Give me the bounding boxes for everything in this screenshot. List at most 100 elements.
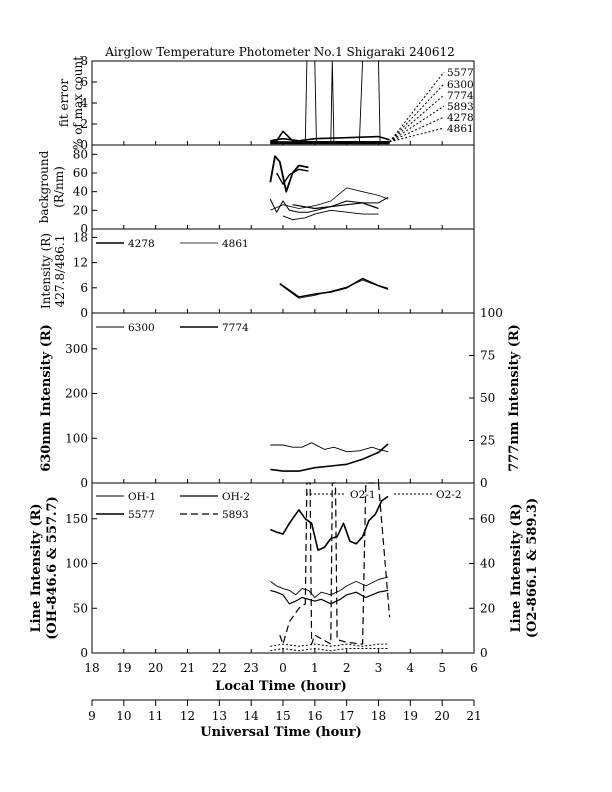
local-tick-label: 23 [244, 661, 259, 675]
line-series-o2-2 [270, 648, 389, 652]
fit-leader-3 [389, 105, 445, 143]
fit-ytick-label: 4 [80, 96, 88, 110]
blue-series-4278 [279, 277, 389, 298]
legend-label-7774: 7774 [222, 322, 249, 334]
line-intensity-ylabel-left-2: (OH-846.6 & 557.7) [45, 496, 60, 640]
line-series-o2-1 [270, 643, 389, 647]
bg-ytick-label: 0 [80, 222, 88, 236]
red-intensity-ylabel-left: 630nm Intensity (R) [39, 324, 54, 472]
local-tick-label: 21 [180, 661, 195, 675]
line-intensity-ylabel-left-1: Line Intensity (R) [29, 503, 44, 632]
ut-tick-label: 11 [148, 709, 163, 723]
ut-label: Universal Time (hour) [200, 725, 362, 740]
fit-label-5577: 5577 [447, 67, 474, 79]
line-ytick-right-label: 60 [480, 512, 495, 526]
ut-tick-label: 21 [466, 709, 481, 723]
fit-label-7774: 7774 [447, 90, 474, 102]
local-tick-label: 19 [116, 661, 131, 675]
bg-ytick-label: 20 [73, 203, 88, 217]
fit-error-ylabel-1: fit error [57, 79, 71, 127]
fit-label-5893: 5893 [447, 101, 474, 113]
bg-ytick-label: 80 [73, 147, 88, 161]
line-intensity-ylabel-right-1: Line Intensity (R) [509, 503, 524, 632]
fit-leader-1 [389, 83, 445, 143]
red-ytick-right-label: 50 [480, 391, 495, 405]
local-tick-label: 4 [407, 661, 415, 675]
fit-label-4861: 4861 [447, 123, 474, 135]
ut-tick-label: 12 [180, 709, 195, 723]
legend-label-5577: 5577 [128, 509, 155, 521]
bg-ytick-label: 40 [73, 185, 88, 199]
red-ytick-label: 0 [80, 476, 88, 490]
line-ytick-right-label: 40 [480, 557, 495, 571]
local-tick-label: 18 [84, 661, 99, 675]
ut-tick-label: 10 [116, 709, 131, 723]
line-ytick-right-label: 0 [480, 646, 488, 660]
line-ytick-label: 150 [65, 512, 88, 526]
fit-ytick-label: 2 [80, 117, 88, 131]
local-tick-label: 2 [343, 661, 351, 675]
ut-tick-label: 15 [275, 709, 290, 723]
ut-axis: 9 10 11 12 13 14 15 16 17 18 19 20 21 [88, 700, 482, 723]
red-series-6300 [270, 442, 389, 453]
red-ytick-right-label: 0 [480, 476, 488, 490]
blue-ytick-label: 18 [73, 230, 88, 244]
legend-label-o2-2: O2-2 [436, 489, 462, 501]
local-tick-label: 20 [148, 661, 163, 675]
y-tick-layer: 0246802040608006121801002003000255075100… [65, 54, 503, 660]
fit-leader-0 [389, 71, 445, 143]
ut-tick-label: 19 [403, 709, 418, 723]
blue-ytick-label: 6 [80, 281, 88, 295]
red-ytick-right-label: 100 [480, 306, 503, 320]
bg-series-6300 [275, 168, 309, 185]
line-intensity-ylabel-right: Line Intensity (R) (O2-866.1 & 589.3) [509, 498, 540, 638]
red-intensity-ylabel-right: 777nm Intensity (R) [507, 324, 522, 472]
legend-label-5893: 5893 [222, 509, 249, 521]
local-time-axis: 18 19 20 21 22 23 0 1 2 3 4 5 6 [84, 661, 477, 675]
bg-series-4278 [282, 209, 379, 221]
blue-intensity-ylabel-2: 427.8/486.1 [53, 235, 67, 308]
red-ytick-right-label: 25 [480, 434, 495, 448]
background-ylabel-1: background [37, 150, 51, 223]
line-series-5577 [269, 495, 389, 551]
red-ytick-label: 200 [65, 387, 88, 401]
ut-tick-label: 18 [371, 709, 386, 723]
legend-label-4861: 4861 [222, 238, 249, 250]
line-ytick-right-label: 20 [480, 601, 495, 615]
fit-series-7774 [270, 135, 390, 142]
blue-legend: 4278 4861 [96, 238, 249, 250]
local-tick-label: 22 [212, 661, 227, 675]
red-ytick-right-label: 75 [480, 349, 495, 363]
line-intensity-ylabel-left: Line Intensity (R) (OH-846.6 & 557.7) [29, 496, 60, 640]
local-tick-label: 6 [470, 661, 478, 675]
red-ytick-label: 100 [65, 431, 88, 445]
legend-label-6300: 6300 [128, 322, 155, 334]
red-series-7774 [270, 443, 389, 472]
fit-label-4278: 4278 [447, 112, 474, 124]
background-ylabel: background (R/nm) [37, 150, 66, 223]
fit-ytick-label: 0 [80, 138, 88, 152]
legend-label-o2-1: O2-1 [350, 489, 376, 501]
fit-error-ylabel: fit error % of max count [57, 56, 85, 150]
blue-intensity-ylabel-1: Intensity (R) [39, 233, 53, 309]
red-intensity-panel [91, 312, 475, 484]
local-tick-label: 3 [375, 661, 383, 675]
local-tick-label: 0 [279, 661, 287, 675]
fit-ytick-label: 8 [80, 54, 88, 68]
blue-ytick-label: 0 [80, 306, 88, 320]
local-time-label: Local Time (hour) [215, 679, 347, 694]
fit-leader-4 [389, 116, 445, 143]
local-tick-label: 1 [311, 661, 319, 675]
bg-series-5893 [270, 187, 389, 211]
legend-label-oh2: OH-2 [222, 491, 250, 503]
background-ylabel-2: (R/nm) [52, 166, 66, 208]
blue-intensity-ylabel: Intensity (R) 427.8/486.1 [39, 233, 67, 309]
ut-tick-label: 16 [307, 709, 322, 723]
line-series-5893 [279, 482, 391, 645]
line-ytick-label: 50 [73, 601, 88, 615]
fit-series-6300 [270, 60, 390, 143]
bg-series-7774 [269, 196, 389, 213]
figure-title: Airglow Temperature Photometer No.1 Shig… [104, 45, 455, 59]
bg-ytick-label: 60 [73, 166, 88, 180]
